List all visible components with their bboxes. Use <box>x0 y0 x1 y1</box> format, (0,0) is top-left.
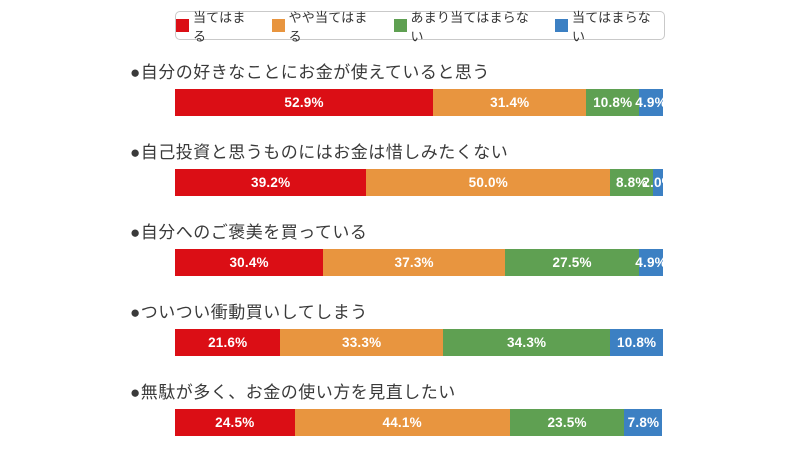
stacked-bar: 30.4% 37.3% 27.5% 4.9% <box>175 249 667 276</box>
legend-item: やや当てはまる <box>271 7 381 45</box>
bar-segment-disagree: 4.9% <box>635 89 667 116</box>
legend-item-label: やや当てはまる <box>288 9 368 44</box>
bar-segment-agree: 52.9% <box>175 89 434 116</box>
bar-segment-agree: 30.4% <box>175 249 324 276</box>
bar-segment-value: 52.9% <box>284 95 324 110</box>
bar-segment-value: 21.6% <box>208 335 248 350</box>
bar-segment-somewhat_agree: 37.3% <box>323 249 506 276</box>
bar-segment-somewhat_disagree: 10.8% <box>586 89 640 116</box>
bar-segment-somewhat_disagree: 23.5% <box>509 409 625 436</box>
stacked-bar: 24.5% 44.1% 23.5% 7.8% <box>175 409 663 436</box>
stacked-bar: 21.6% 33.3% 34.3% 10.8% <box>175 329 663 356</box>
bar-segment-value: 4.9% <box>635 95 667 110</box>
question-title: ●ついつい衝動買いしてしまう <box>130 303 368 322</box>
bar-segment-disagree: 7.8% <box>624 409 663 436</box>
bar-segment-agree: 21.6% <box>175 329 281 356</box>
question-title: ●自己投資と思うものにはお金は惜しみたくない <box>130 143 509 162</box>
bar-segment-value: 50.0% <box>468 175 508 190</box>
legend-color-swatch <box>176 19 189 32</box>
bar-segment-disagree: 4.9% <box>635 249 667 276</box>
question-title: ●無駄が多く、お金の使い方を見直したい <box>130 383 456 402</box>
bar-segment-somewhat_disagree: 8.8% <box>610 169 654 196</box>
bar-segment-value: 39.2% <box>251 175 291 190</box>
bar-segment-value: 44.1% <box>382 415 422 430</box>
bar-segment-value: 8.8% <box>615 175 648 190</box>
legend-color-swatch <box>393 19 407 32</box>
bar-segment-somewhat_disagree: 34.3% <box>442 329 611 356</box>
bar-segment-value: 31.4% <box>490 95 530 110</box>
bar-segment-value: 27.5% <box>552 255 592 270</box>
bar-segment-value: 30.4% <box>229 255 269 270</box>
stacked-bar: 39.2% 50.0% 8.8% 2.0% <box>175 169 674 196</box>
bar-segment-value: 37.3% <box>394 255 434 270</box>
legend-item-label: 当てはまらない <box>572 9 651 44</box>
bar-segment-value: 2.0% <box>642 175 674 190</box>
bar-segment-value: 23.5% <box>547 415 587 430</box>
bar-segment-value: 34.3% <box>506 335 547 350</box>
bar-segment-value: 10.8% <box>616 335 657 350</box>
bar-segment-somewhat_disagree: 27.5% <box>505 249 640 276</box>
bar-segment-disagree: 10.8% <box>610 329 663 356</box>
legend-item: 当てはまる <box>176 7 259 45</box>
bar-segment-value: 10.8% <box>593 95 633 110</box>
question-title: ●自分へのご褒美を買っている <box>130 223 368 242</box>
question-title: ●自分の好きなことにお金が使えていると思う <box>130 63 490 82</box>
legend-item: 当てはまらない <box>555 7 664 45</box>
legend-item-label: 当てはまる <box>192 9 246 44</box>
bar-segment-value: 7.8% <box>627 415 660 430</box>
bar-segment-somewhat_agree: 44.1% <box>294 409 510 436</box>
bar-segment-value: 4.9% <box>635 255 667 270</box>
bar-segment-somewhat_agree: 33.3% <box>280 329 443 356</box>
bar-segment-disagree: 2.0% <box>642 169 674 196</box>
bar-segment-value: 24.5% <box>215 415 255 430</box>
bar-segment-agree: 39.2% <box>175 169 367 196</box>
bar-segment-value: 33.3% <box>342 335 382 350</box>
legend-color-swatch <box>271 19 285 32</box>
legend-item: あまり当てはまらない <box>393 7 542 45</box>
legend-color-swatch <box>555 19 569 32</box>
chart-legend: 当てはまる やや当てはまる あまり当てはまらない 当てはまらない <box>175 10 665 44</box>
legend-item-label: あまり当てはまらない <box>410 9 530 44</box>
stacked-bar: 52.9% 31.4% 10.8% 4.9% <box>175 89 667 116</box>
bar-segment-somewhat_agree: 50.0% <box>366 169 611 196</box>
bar-segment-somewhat_agree: 31.4% <box>433 89 587 116</box>
bar-segment-agree: 24.5% <box>175 409 295 436</box>
